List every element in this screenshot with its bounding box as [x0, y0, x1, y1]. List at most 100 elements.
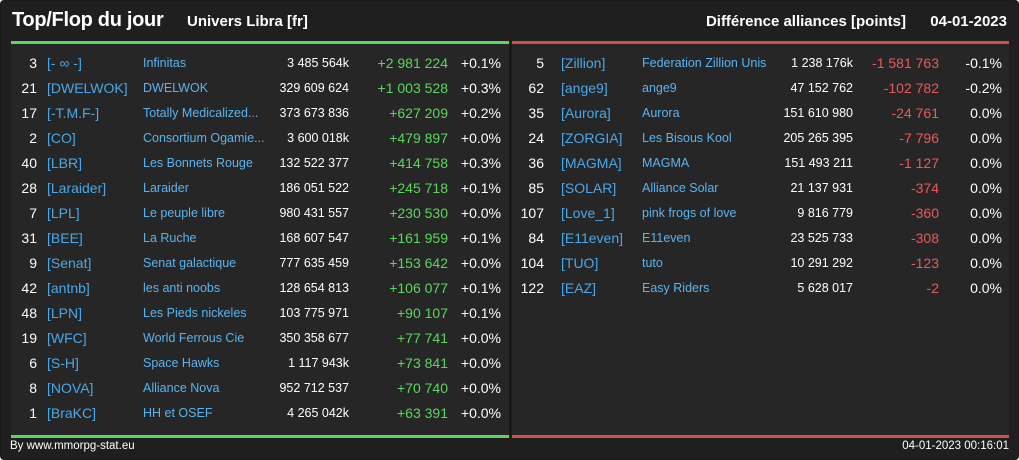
percent-change: +0.1%	[460, 305, 501, 321]
alliance-rank: 31	[21, 230, 37, 246]
alliance-tag: [CO]	[47, 130, 76, 146]
alliance-rank: 36	[528, 155, 544, 171]
alliance-tag: [NOVA]	[47, 380, 94, 396]
points-difference: +627 209	[389, 105, 448, 121]
header-date: 04-01-2023	[930, 13, 1007, 30]
alliance-points: 23 525 733	[790, 231, 853, 245]
points-difference: +77 741	[397, 330, 448, 346]
percent-change: +0.0%	[460, 130, 501, 146]
alliance-rank: 42	[21, 280, 37, 296]
alliance-rank: 5	[536, 55, 544, 71]
percent-change: +0.0%	[460, 380, 501, 396]
points-difference: -308	[910, 230, 939, 246]
alliance-points: 9 816 779	[797, 206, 853, 220]
points-difference: +414 758	[389, 155, 448, 171]
percent-change: 0.0%	[970, 105, 1002, 121]
alliance-rank: 40	[21, 155, 37, 171]
alliance-tag: [Laraider]	[47, 180, 107, 196]
alliance-tag: [- ∞ -]	[47, 55, 82, 71]
alliance-tag: [Love_1]	[561, 205, 615, 221]
alliance-points: 373 673 836	[279, 106, 349, 120]
alliance-row: 28 [Laraider] Laraider 186 051 522 +245 718 +…	[11, 176, 509, 201]
alliance-points: 5 628 017	[797, 281, 853, 295]
header: Top/Flop du jour Univers Libra [fr] Diff…	[1, 1, 1018, 41]
alliance-tag: [WFC]	[47, 330, 87, 346]
alliance-rank: 122	[520, 280, 544, 296]
alliance-row: 19 [WFC] World Ferrous Cie 350 358 677 +77 7…	[11, 326, 509, 351]
points-difference: +73 841	[397, 355, 448, 371]
percent-change: -0.2%	[965, 80, 1002, 96]
alliance-points: 1 238 176k	[791, 56, 853, 70]
alliance-tag: [LPL]	[47, 205, 80, 221]
alliance-rank: 107	[520, 205, 544, 221]
percent-change: +0.1%	[460, 280, 501, 296]
percent-change: +0.0%	[460, 330, 501, 346]
alliance-points: 10 291 292	[790, 256, 853, 270]
alliance-rank: 24	[528, 130, 544, 146]
points-difference: +161 959	[389, 230, 448, 246]
percent-change: +0.1%	[460, 180, 501, 196]
panel-divider	[510, 41, 511, 438]
alliance-tag: [BEE]	[47, 230, 83, 246]
alliance-points: 980 431 557	[279, 206, 349, 220]
alliance-rank: 84	[528, 230, 544, 246]
points-difference: -7 796	[899, 130, 939, 146]
alliance-row: 31 [BEE] La Ruche 168 607 547 +161 959 +0.1%	[11, 226, 509, 251]
points-difference: +153 642	[389, 255, 448, 271]
top-list: 3 [- ∞ -] Infinitas 3 485 564k +2 981 224 +0.…	[11, 51, 509, 426]
points-difference: -24 761	[891, 105, 939, 121]
points-difference: +479 897	[389, 130, 448, 146]
alliance-tag: [S-H]	[47, 355, 79, 371]
percent-change: 0.0%	[970, 205, 1002, 221]
alliance-row: 17 [-T.M.F-] Totally Medicalized... 373 673…	[11, 101, 509, 126]
alliance-tag: [MAGMA]	[561, 155, 622, 171]
alliance-row: 1 [BraKC] HH et OSEF 4 265 042k +63 391 +0.0%	[11, 401, 509, 426]
alliance-tag: [SOLAR]	[561, 180, 617, 196]
generated-timestamp: 04-01-2023 00:16:01	[902, 440, 1009, 452]
alliance-points: 4 265 042k	[287, 406, 349, 420]
alliance-tag: [-T.M.F-]	[47, 105, 100, 121]
points-difference: -123	[910, 255, 939, 271]
percent-change: 0.0%	[970, 230, 1002, 246]
alliance-row: 3 [- ∞ -] Infinitas 3 485 564k +2 981 224 +0.…	[11, 51, 509, 76]
universe-label: Univers Libra [fr]	[187, 13, 308, 30]
points-difference: +1 003 528	[377, 80, 448, 96]
alliance-points: 47 152 762	[790, 81, 853, 95]
points-difference: -102 782	[883, 80, 939, 96]
alliance-points: 3 600 018k	[287, 131, 349, 145]
alliance-row: 24 [ZORGIA] Les Bisous Kool 205 265 395 -7 7…	[512, 126, 1009, 151]
points-difference: -1 127	[899, 155, 939, 171]
alliance-rank: 8	[29, 380, 37, 396]
alliance-points: 151 610 980	[783, 106, 853, 120]
alliance-row: 104 [TUO] tuto 10 291 292 -123 0.0%	[512, 251, 1009, 276]
alliance-points: 952 712 537	[279, 381, 349, 395]
alliance-tag: [DWELWOK]	[47, 80, 128, 96]
alliance-row: 40 [LBR] Les Bonnets Rouge 132 522 377 +414 …	[11, 151, 509, 176]
alliance-points: 186 051 522	[279, 181, 349, 195]
alliance-rank: 104	[520, 255, 544, 271]
alliance-points: 21 137 931	[790, 181, 853, 195]
alliance-row: 9 [Senat] Senat galactique 777 635 459 +153 …	[11, 251, 509, 276]
alliance-rank: 6	[29, 355, 37, 371]
alliance-rank: 85	[528, 180, 544, 196]
percent-change: +0.0%	[460, 355, 501, 371]
flop-list: 5 [Zillion] Federation Zillion Unis 1 238 1…	[512, 51, 1009, 301]
percent-change: 0.0%	[970, 180, 1002, 196]
points-difference: +70 740	[397, 380, 448, 396]
alliance-tag: [Zillion]	[561, 55, 606, 71]
points-difference: +90 107	[397, 305, 448, 321]
alliance-rank: 48	[21, 305, 37, 321]
alliance-tag: [LBR]	[47, 155, 83, 171]
alliance-rank: 62	[528, 80, 544, 96]
alliance-points: 3 485 564k	[287, 56, 349, 70]
percent-change: -0.1%	[965, 55, 1002, 71]
top-accent-line	[11, 41, 509, 44]
percent-change: 0.0%	[970, 280, 1002, 296]
alliance-points: 103 775 971	[279, 306, 349, 320]
alliance-row: 84 [E11even] E11even 23 525 733 -308 0.0%	[512, 226, 1009, 251]
flop-panel: 5 [Zillion] Federation Zillion Unis 1 238 1…	[512, 41, 1009, 438]
alliance-rank: 35	[528, 105, 544, 121]
points-difference: -2	[926, 280, 939, 296]
alliance-row: 122 [EAZ] Easy Riders 5 628 017 -2 0.0%	[512, 276, 1009, 301]
alliance-tag: [LPN]	[47, 305, 83, 321]
